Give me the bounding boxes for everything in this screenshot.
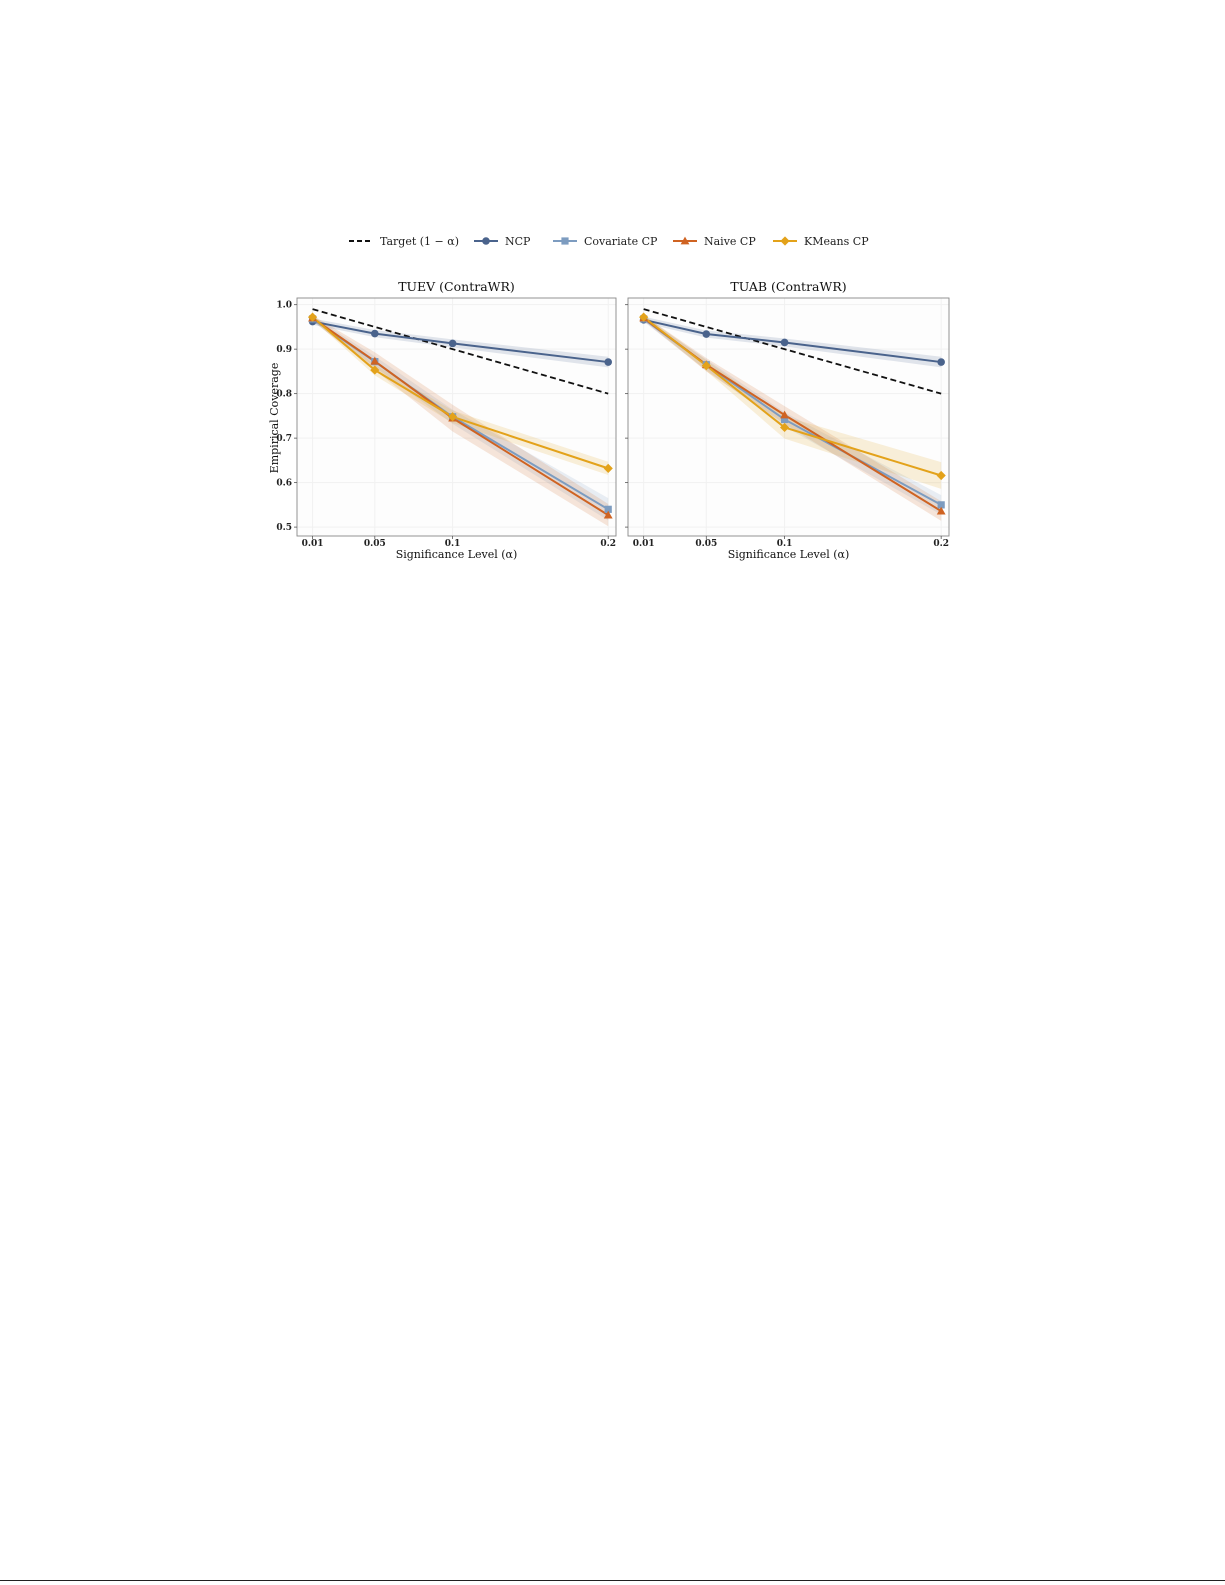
legend-label-covariate: Covariate CP: [584, 235, 658, 248]
data-point-naive: [370, 356, 380, 365]
data-point-ncp: [371, 329, 379, 338]
data-point-covariate: [937, 501, 945, 509]
y-tick-label: 0.8: [276, 390, 292, 400]
legend-marker-ncp: [482, 237, 490, 245]
data-point-kmeans: [639, 312, 649, 322]
y-tick-label: 0.6: [276, 479, 292, 489]
x-tick-label: 0.01: [302, 539, 324, 549]
y-tick-label: 0.5: [276, 523, 292, 533]
panel-title: TUEV (ContraWR): [398, 279, 515, 294]
data-point-naive: [936, 506, 946, 515]
data-point-kmeans: [370, 365, 380, 375]
data-point-naive: [780, 410, 789, 419]
x-tick-label: 0.1: [777, 539, 793, 549]
plot-frame: [627, 297, 950, 537]
x-tick-label: 0.05: [364, 539, 386, 549]
series-line-naive: [311, 317, 609, 516]
legend-item-target: Target (1 − α): [349, 235, 459, 248]
x-tick-label: 0.01: [633, 539, 655, 549]
x-tick-label: 0.05: [695, 539, 717, 549]
series-line-ncp: [312, 320, 609, 364]
confidence-band-naive: [643, 315, 942, 521]
y-tick-label: 1.0: [276, 301, 292, 311]
data-point-ncp: [604, 358, 613, 366]
data-point-ncp: [702, 330, 711, 338]
legend: Target (1 − α) NCP Covariate CP Naive CP KMe…: [349, 235, 869, 248]
data-point-ncp: [780, 338, 789, 347]
legend-label-ncp: NCP: [505, 235, 531, 248]
confidence-band-kmeans: [643, 314, 942, 489]
y-tick-label: 0.7: [276, 434, 292, 444]
data-point-ncp: [448, 339, 457, 348]
data-point-kmeans: [448, 412, 458, 422]
panel-title: TUAB (ContraWR): [730, 279, 846, 294]
x-axis-label: Significance Level (α): [728, 548, 850, 561]
plot-frame: [296, 297, 617, 537]
legend-item-kmeans: KMeans CP: [773, 235, 869, 248]
data-point-kmeans: [307, 312, 318, 322]
x-tick-label: 0.2: [600, 539, 616, 549]
chart-panel-tuab: 0.01 0.05 0.1 0.2 TUAB (ContraWR) Significanc…: [625, 279, 950, 561]
legend-label-kmeans: KMeans CP: [804, 235, 869, 248]
legend-marker-covariate: [561, 237, 569, 245]
legend-item-naive: Naive CP: [673, 235, 756, 248]
legend-label-naive: Naive CP: [704, 235, 756, 248]
legend-item-covariate: Covariate CP: [553, 235, 658, 248]
legend-marker-kmeans: [780, 236, 790, 246]
data-point-kmeans: [701, 361, 711, 371]
x-axis-label: Significance Level (α): [396, 548, 518, 561]
data-point-covariate: [780, 415, 789, 424]
page-bottom-rule: [0, 1580, 1225, 1581]
legend-marker-naive: [680, 236, 690, 245]
data-point-kmeans: [603, 463, 613, 473]
data-point-naive: [603, 510, 613, 519]
series-line-kmeans: [311, 316, 609, 470]
data-point-kmeans: [779, 422, 790, 433]
x-tick-label: 0.1: [445, 539, 461, 549]
data-point-ncp: [937, 358, 945, 366]
legend-item-ncp: NCP: [474, 235, 531, 248]
chart-panel-tuev: 0.5 0.6 0.7 0.8 0.9 1.0 0.01 0.05 0.1 0.2 TUEV (Co…: [276, 279, 617, 561]
confidence-band-ncp: [312, 318, 609, 368]
data-point-kmeans: [936, 470, 946, 481]
x-tick-label: 0.2: [933, 539, 949, 549]
series-line-ncp: [643, 318, 942, 364]
y-tick-label: 0.9: [276, 345, 292, 355]
y-axis-label: Empirical Coverage: [268, 363, 281, 474]
series-line-kmeans: [643, 316, 942, 477]
legend-label-target: Target (1 − α): [380, 235, 459, 248]
data-point-covariate: [604, 505, 612, 513]
confidence-band-ncp: [643, 316, 942, 368]
